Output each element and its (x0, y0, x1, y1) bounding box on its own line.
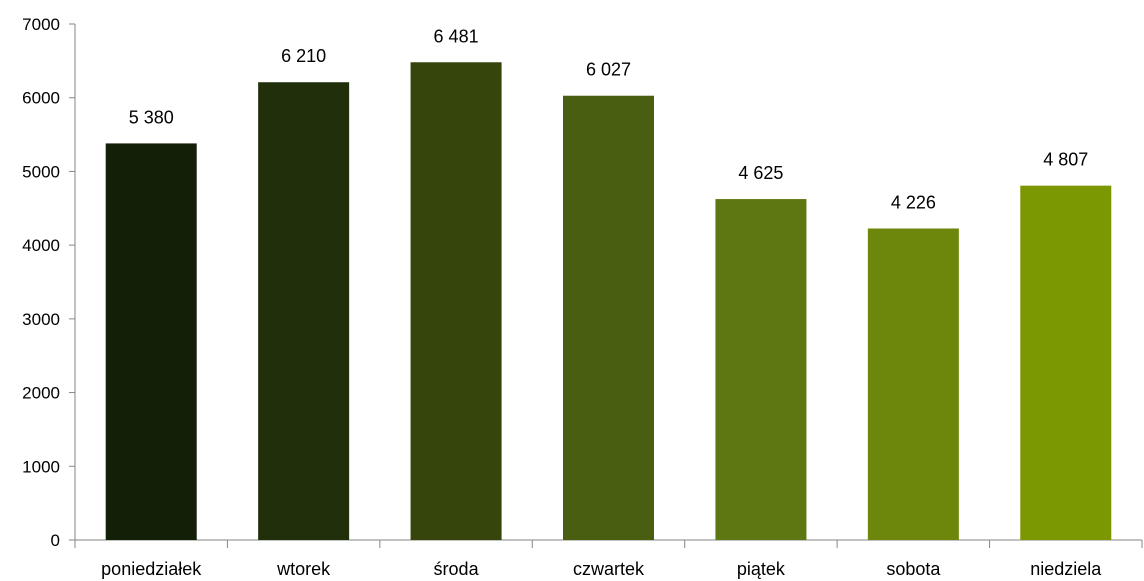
data-label: 6 481 (434, 26, 479, 46)
category-label: wtorek (276, 559, 331, 579)
data-label: 6 210 (281, 46, 326, 66)
data-label: 6 027 (586, 60, 631, 80)
category-label: sobota (886, 559, 941, 579)
y-tick-label: 3000 (22, 310, 60, 329)
y-axis: 0 1000 2000 3000 4000 5000 6000 7000 (22, 15, 76, 550)
y-tick-label: 1000 (22, 457, 60, 476)
bar-4 (715, 199, 807, 541)
y-tick-label: 0 (51, 531, 60, 550)
y-tick-label: 5000 (22, 162, 60, 181)
category-labels: poniedziałek wtorek środa czwartek piątek sob… (101, 559, 1102, 579)
y-tick-label: 6000 (22, 89, 60, 108)
y-tick-label: 4000 (22, 236, 60, 255)
data-label: 4 625 (738, 163, 783, 183)
category-label: poniedziałek (101, 559, 202, 579)
category-label: piątek (737, 559, 786, 579)
bar-3 (563, 95, 654, 540)
data-label: 4 226 (891, 192, 936, 212)
bar-2 (410, 62, 502, 540)
bar-6 (1020, 185, 1112, 540)
category-label: czwartek (573, 559, 645, 579)
data-label: 5 380 (129, 107, 174, 127)
data-labels: 5 380 6 210 6 481 6 027 4 625 4 226 4 807 (129, 26, 1089, 212)
bar-0 (105, 143, 197, 540)
y-tick-label: 7000 (22, 15, 60, 34)
bars (105, 62, 1112, 541)
x-axis (74, 539, 1143, 548)
bar-5 (867, 228, 959, 540)
bar-1 (258, 82, 350, 540)
category-label: środa (434, 559, 480, 579)
category-label: niedziela (1030, 559, 1102, 579)
y-tick-label: 2000 (22, 384, 60, 403)
data-label: 4 807 (1043, 150, 1088, 170)
